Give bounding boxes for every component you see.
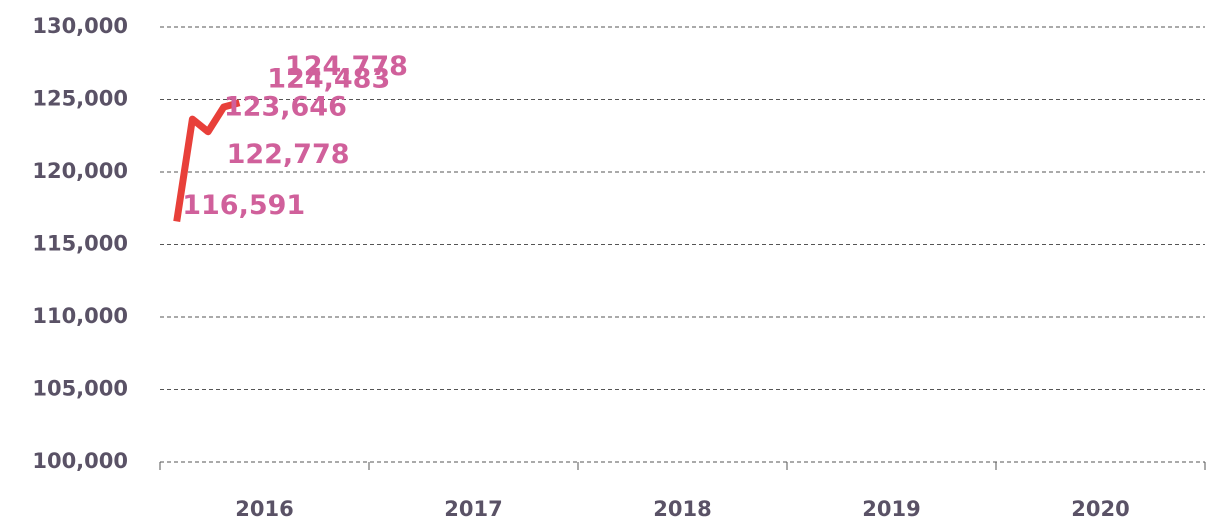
data-label: 124,778 xyxy=(285,51,408,82)
x-tick-label: 2016 xyxy=(235,497,293,521)
data-label: 116,591 xyxy=(182,190,305,221)
y-tick-label: 130,000 xyxy=(32,14,128,38)
line xyxy=(173,99,241,222)
x-tick-label: 2017 xyxy=(444,497,502,521)
y-tick-label: 105,000 xyxy=(32,377,128,401)
data-label: 123,646 xyxy=(224,92,347,123)
y-tick-label: 115,000 xyxy=(32,232,128,256)
y-tick-label: 120,000 xyxy=(32,159,128,183)
x-tick-label: 2018 xyxy=(653,497,711,521)
data-label: 124,483 xyxy=(267,63,390,94)
y-tick-label: 110,000 xyxy=(32,304,128,328)
x-tick-label: 2020 xyxy=(1071,497,1129,521)
x-tick-label: 2019 xyxy=(862,497,920,521)
y-tick-label: 125,000 xyxy=(32,87,128,111)
data-label: 122,778 xyxy=(227,139,350,170)
y-tick-label: 100,000 xyxy=(32,449,128,473)
